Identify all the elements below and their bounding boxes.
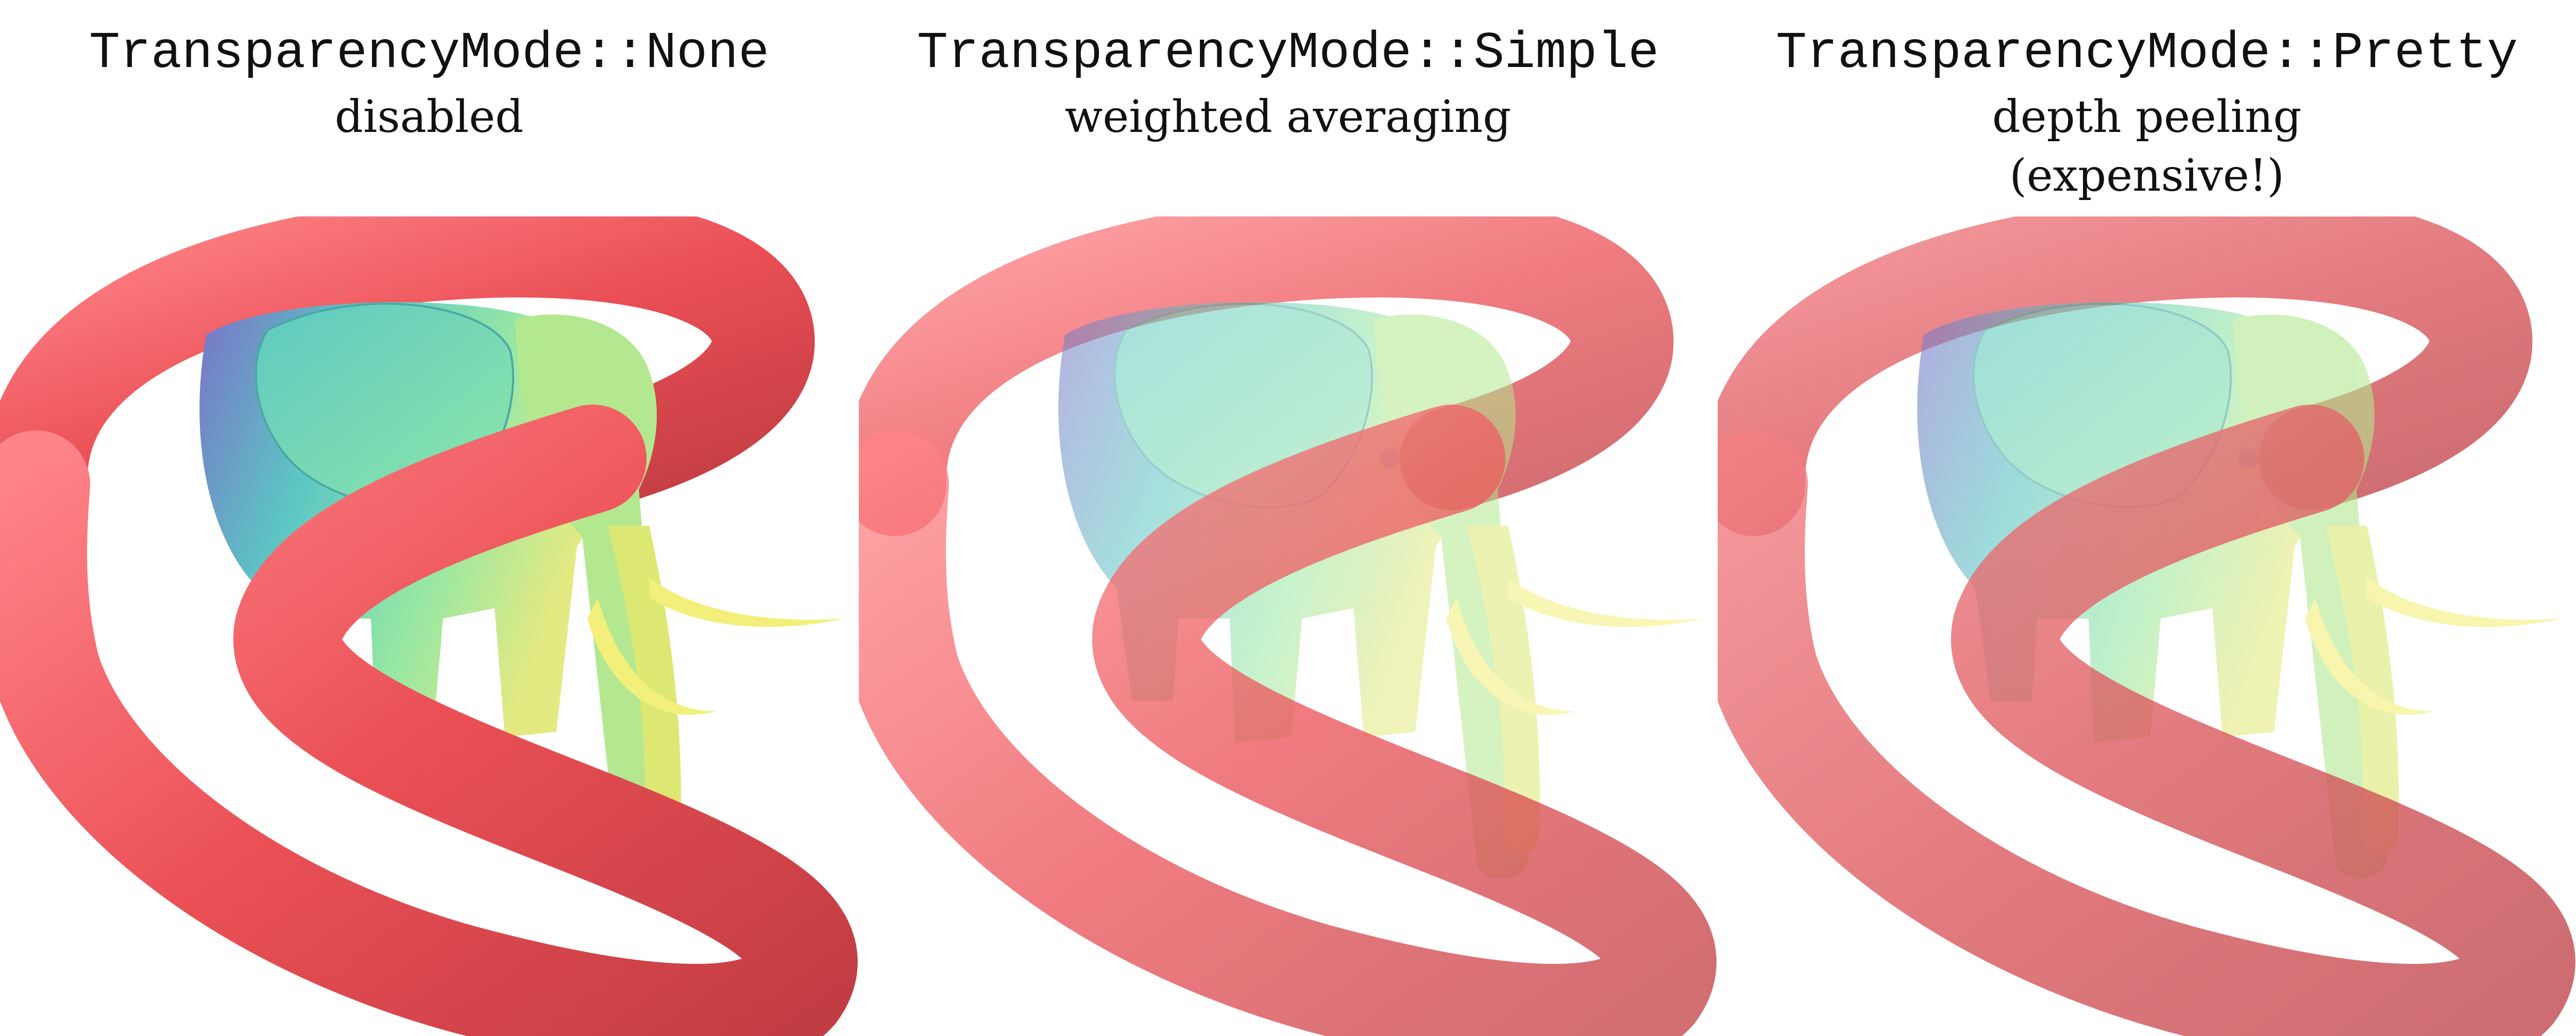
torus-front <box>0 405 858 1036</box>
elephant-tusk <box>587 598 716 715</box>
elephant-tusk <box>2367 577 2563 627</box>
elephant-tusk <box>1446 598 1575 715</box>
elephant-tusk <box>1508 577 1704 627</box>
panel-none: TransparencyMode::None disabled <box>0 0 858 1036</box>
render-scene <box>1718 216 2575 1036</box>
mode-label: TransparencyMode::Pretty <box>1775 25 2518 83</box>
description-line: (expensive!) <box>2009 150 2284 202</box>
torus-front <box>859 405 1717 1036</box>
caption: TransparencyMode::None disabled <box>0 21 858 146</box>
mode-label: TransparencyMode::None <box>89 25 770 83</box>
torus-back <box>859 216 1674 536</box>
torus-back <box>1718 216 2533 536</box>
caption: TransparencyMode::Simple weighted averag… <box>859 21 1717 146</box>
description-line: disabled <box>334 91 524 143</box>
elephant-tusk <box>649 577 845 627</box>
render-scene <box>859 216 1717 1036</box>
render-scene <box>0 216 858 1036</box>
panel-simple: TransparencyMode::Simple weighted averag… <box>859 0 1717 1036</box>
torus-front <box>1718 405 2575 1036</box>
caption: TransparencyMode::Pretty depth peeling (… <box>1718 21 2576 205</box>
panel-pretty: TransparencyMode::Pretty depth peeling (… <box>1718 0 2576 1036</box>
torus-back <box>0 216 815 536</box>
description-line: depth peeling <box>1992 91 2302 143</box>
description-line: weighted averaging <box>1064 91 1512 143</box>
elephant-tusk <box>2305 598 2434 715</box>
mode-label: TransparencyMode::Simple <box>917 25 1659 83</box>
